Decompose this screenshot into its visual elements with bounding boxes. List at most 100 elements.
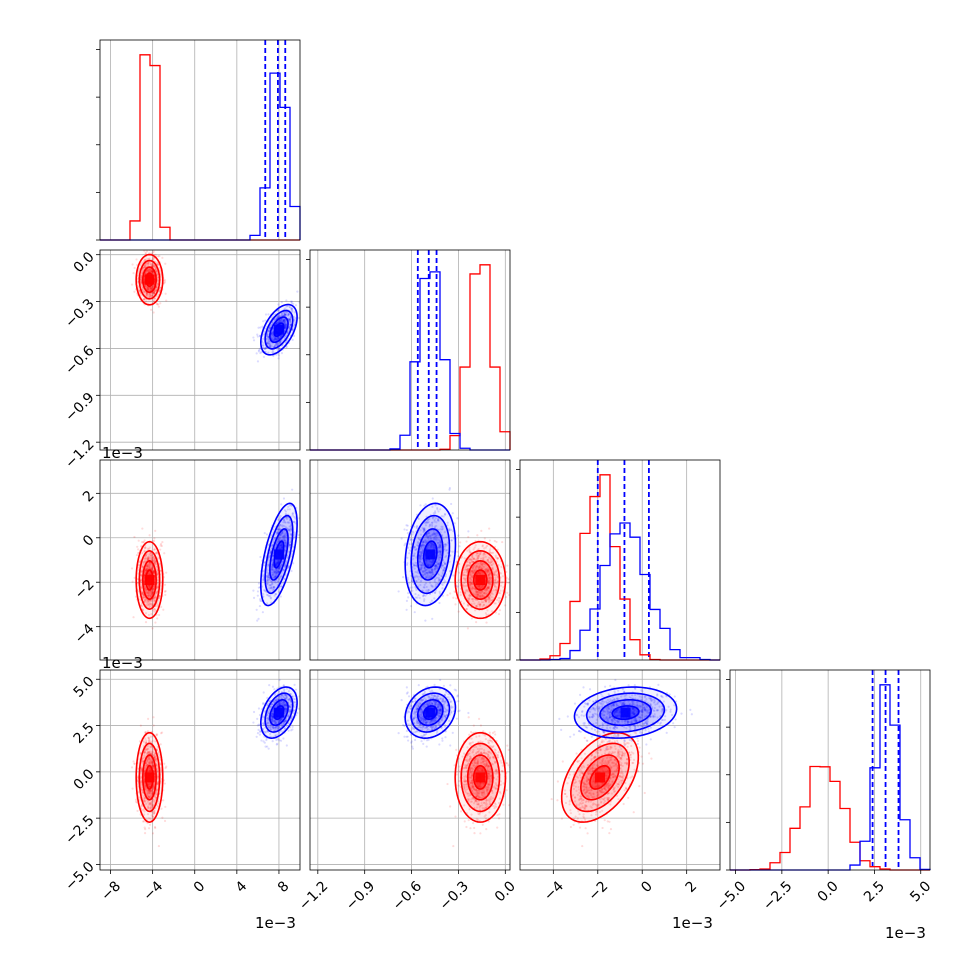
sample-point [288,504,292,507]
sample-point [450,502,453,506]
sample-point [282,321,285,324]
sample-point [270,565,273,569]
sample-point [272,554,275,558]
sample-point [277,547,280,550]
sample-point [271,351,274,354]
sample-point [146,557,149,560]
sample-point [275,338,278,341]
sample-point [466,569,469,573]
sample-point [493,585,497,588]
sample-point [153,548,157,551]
sample-point [471,597,474,600]
sample-point [284,541,287,544]
sample-point [140,574,143,577]
sample-point [146,600,149,603]
sample-point [146,269,149,273]
sample-point [137,285,140,288]
sample-point [271,337,274,340]
sample-point [147,567,150,570]
sample-point [272,327,275,330]
sample-point [294,516,297,519]
sample-point [288,326,291,329]
sample-point [284,326,287,329]
sample-point [148,561,151,564]
sample-point [271,322,274,325]
sample-point [285,323,288,326]
histogram-red [730,765,930,871]
sample-point [272,571,275,574]
sample-point [283,539,286,542]
sample-point [146,288,150,291]
sample-point [284,521,287,524]
sample-point [165,571,168,574]
sample-point [163,280,166,284]
sample-point [144,264,147,267]
sample-point [293,520,296,523]
sample-point [147,594,150,598]
sample-point [140,603,143,607]
sample-point [143,586,147,590]
sample-point [141,566,144,569]
sample-point [151,270,154,273]
sample-point [276,316,279,320]
sample-point [268,579,271,582]
sample-point [463,591,467,594]
sample-point [141,592,144,595]
sample-point [481,594,484,597]
sample-point [148,603,151,606]
sample-point [271,349,275,352]
sample-point [146,591,149,595]
sample-point [152,586,155,589]
sample-point [494,580,497,583]
sample-point [289,318,292,321]
sample-point [285,324,288,327]
sample-point [148,554,151,557]
sample-point [480,586,484,589]
sample-point [476,593,480,596]
axes-frame [519,459,721,661]
sample-point [141,288,144,292]
sample-point [479,573,482,576]
sample-point [146,567,149,570]
sample-point [283,521,286,524]
sample-point [150,567,154,570]
sample-point [141,287,144,290]
sample-point [276,322,279,325]
sample-point [475,605,478,608]
sample-point [275,568,278,571]
sample-point [282,318,285,321]
sample-point [279,524,282,527]
sample-point [272,337,276,341]
sample-point [284,326,288,329]
sample-point [154,563,157,566]
sample-point [276,540,279,543]
sample-point [144,251,147,254]
sample-point [456,517,459,520]
sample-point [287,313,290,316]
sample-point [289,319,292,323]
scatter-panel-2-0 [99,459,301,661]
sample-point [164,262,167,265]
sample-point [284,313,287,317]
sample-point [289,317,292,320]
sample-point [143,585,147,589]
sample-point [301,309,303,311]
sample-point [290,533,293,536]
sample-point [148,561,151,564]
sample-point [148,289,151,292]
sample-point [152,609,155,612]
sample-point [267,338,270,341]
sample-point [145,601,149,604]
sample-point [158,613,161,617]
sample-point [279,340,283,343]
sample-point [276,561,279,564]
sample-point [475,621,478,624]
sample-point [497,612,501,616]
sample-point [288,525,291,528]
sample-point [460,555,464,559]
sample-point [498,609,502,612]
sample-point [288,306,292,309]
sample-point [279,547,283,550]
sample-point [281,536,284,539]
sample-point [145,270,148,274]
